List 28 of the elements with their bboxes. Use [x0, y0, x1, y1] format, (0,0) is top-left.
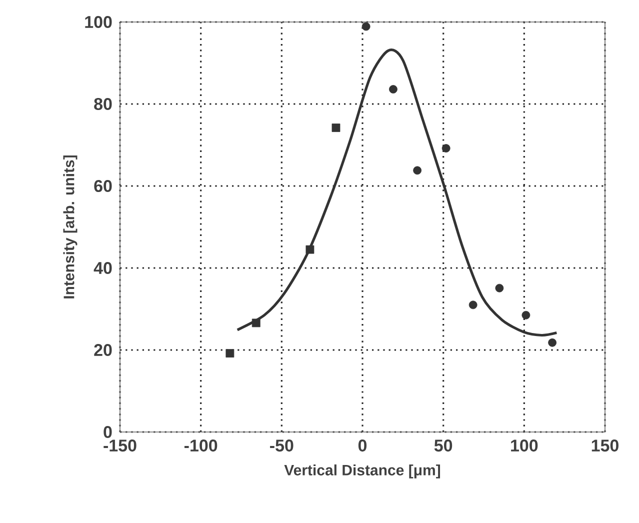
y-tick-label: 40: [94, 262, 112, 274]
y-tick-label: 0: [104, 426, 112, 438]
point: [442, 144, 450, 152]
x-tick-label: -150: [104, 440, 136, 452]
x-tick-label: 150: [592, 440, 618, 452]
line-series: [236, 48, 558, 337]
point: [495, 284, 504, 292]
y-tick-label: 80: [94, 98, 112, 110]
x-tick-label: 100: [511, 440, 538, 452]
point: [522, 310, 530, 320]
x-tick-label: 0: [358, 440, 367, 452]
x-tick-label: -50: [270, 440, 294, 452]
point: [548, 338, 556, 347]
point: [362, 22, 370, 31]
x-axis-title: Vertical Distance [μm]: [284, 464, 440, 478]
point: [468, 300, 478, 310]
point: [389, 85, 398, 94]
point: [306, 245, 314, 254]
x-tick-label: 50: [434, 440, 452, 452]
y-tick-label: 20: [94, 344, 112, 356]
y-tick-label: 60: [94, 180, 112, 192]
point: [252, 318, 260, 328]
x-tick-label: -100: [184, 440, 218, 452]
point: [332, 124, 340, 132]
point: [413, 166, 422, 175]
y-tick-label: 100: [85, 16, 112, 28]
y-axis-title: Intensity [arb. units]: [63, 155, 78, 298]
point: [226, 349, 234, 358]
